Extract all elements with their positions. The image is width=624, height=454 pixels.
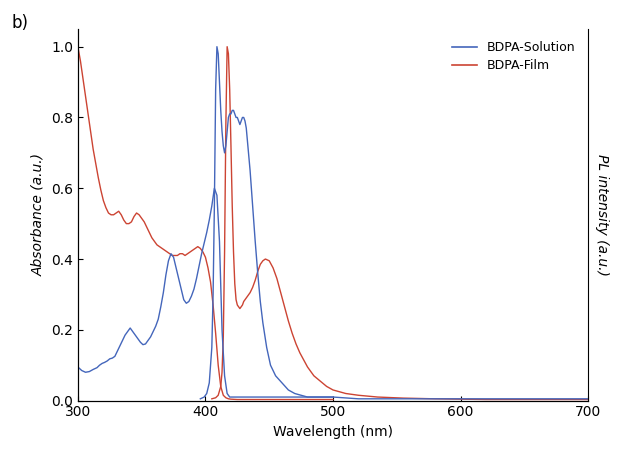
Legend: BDPA-Solution, BDPA-Film: BDPA-Solution, BDPA-Film <box>446 35 582 79</box>
X-axis label: Wavelength (nm): Wavelength (nm) <box>273 425 393 439</box>
Text: b): b) <box>11 14 29 32</box>
Y-axis label: Absorbance (a.u.): Absorbance (a.u.) <box>31 153 46 276</box>
Y-axis label: PL intensity (a.u.): PL intensity (a.u.) <box>595 154 609 276</box>
